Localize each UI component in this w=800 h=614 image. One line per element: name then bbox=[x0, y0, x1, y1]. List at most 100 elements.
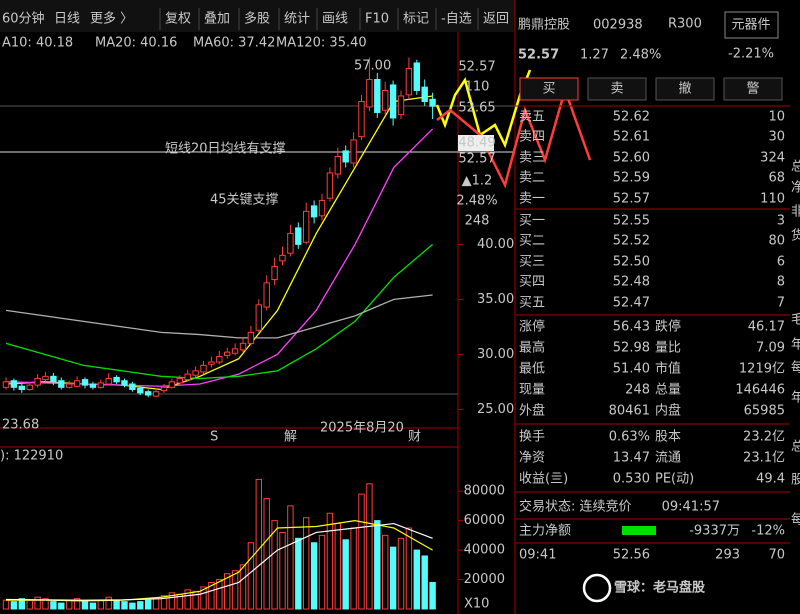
candle-body bbox=[105, 378, 112, 385]
high-label: 57.00 bbox=[354, 59, 391, 74]
volume-bar bbox=[208, 581, 215, 610]
volume-bar bbox=[295, 537, 302, 610]
toolbar-tab[interactable]: 60分钟 bbox=[2, 11, 45, 27]
toolbar-tab[interactable]: 叠加 bbox=[204, 12, 230, 27]
y-tick-label: 40.00 bbox=[477, 237, 514, 252]
volume-bar bbox=[342, 539, 349, 610]
trade-button[interactable] bbox=[655, 77, 715, 101]
candle-body bbox=[350, 139, 357, 164]
toolbar-tab[interactable]: 画线 bbox=[322, 12, 348, 27]
volume-bar bbox=[429, 581, 436, 610]
stat-label: PE(动) bbox=[655, 472, 694, 487]
event-marker: S bbox=[210, 430, 218, 445]
volume-bar bbox=[184, 589, 191, 610]
volume-bar bbox=[89, 602, 97, 610]
candle-body bbox=[10, 380, 18, 388]
candle-body bbox=[374, 78, 381, 113]
toolbar-tab[interactable]: 更多 〉 bbox=[90, 11, 133, 27]
volume-bar bbox=[34, 596, 41, 610]
stat-label: 流通 bbox=[655, 451, 681, 466]
cut-label: 毛 bbox=[791, 313, 800, 328]
candle-body bbox=[247, 331, 255, 344]
candle-body bbox=[121, 380, 128, 386]
volume-bar bbox=[397, 537, 405, 610]
event-marker: 财 bbox=[408, 430, 421, 445]
toolbar-tab[interactable]: -自选 bbox=[441, 12, 472, 27]
volume-bar bbox=[73, 598, 81, 610]
trade-button[interactable] bbox=[587, 77, 647, 101]
cut-label: 每 bbox=[791, 512, 800, 528]
cut-label: 股 bbox=[791, 473, 800, 488]
volume-bar bbox=[303, 517, 310, 610]
volume-bar bbox=[2, 599, 10, 610]
stat-label: 涨停 bbox=[519, 319, 545, 335]
book-level: 买四 bbox=[519, 275, 545, 290]
volume-bar bbox=[168, 592, 176, 610]
toolbar-tab[interactable]: 返回 bbox=[483, 12, 509, 27]
candle-body bbox=[405, 67, 413, 96]
volume-bar bbox=[224, 573, 231, 610]
trade-button-label[interactable]: 警 bbox=[746, 81, 759, 97]
trade-button[interactable] bbox=[723, 77, 783, 101]
stat-value: 1219亿 bbox=[739, 362, 785, 377]
volume-bar bbox=[145, 599, 152, 610]
volume-bar bbox=[105, 596, 112, 610]
stat-value: 13.47 bbox=[613, 451, 650, 466]
book-volume: 324 bbox=[760, 151, 785, 166]
candle-body bbox=[287, 232, 294, 254]
trade-button-label[interactable]: 买 bbox=[542, 82, 555, 97]
book-volume: 110 bbox=[760, 192, 785, 207]
annotation: 2025年8月20 bbox=[320, 421, 404, 436]
last-price: 52.57 bbox=[518, 48, 559, 63]
candle-body bbox=[231, 348, 239, 354]
volume-bar bbox=[287, 505, 294, 610]
ma-line bbox=[5, 243, 434, 380]
volume-bar bbox=[42, 598, 49, 610]
toolbar-tab[interactable]: 标记 bbox=[403, 12, 429, 27]
candle-body bbox=[358, 100, 365, 138]
book-level: 卖三 bbox=[519, 151, 545, 166]
main-flow-label: 主力净额 bbox=[519, 524, 571, 539]
sector-name[interactable]: 元器件 bbox=[731, 18, 770, 33]
book-volume: 80 bbox=[768, 234, 785, 249]
main-flow-pct: -12% bbox=[751, 524, 785, 539]
toolbar-tab[interactable]: 复权 bbox=[165, 11, 191, 27]
stat-value: 0.530 bbox=[613, 472, 650, 487]
stat-label: 量比 bbox=[655, 341, 681, 356]
book-price: 52.55 bbox=[613, 214, 650, 229]
candle-body bbox=[137, 387, 144, 394]
volume-bar bbox=[66, 599, 73, 610]
stat-value: 46.17 bbox=[748, 320, 785, 335]
toolbar-tab[interactable]: 多股 bbox=[244, 11, 270, 27]
volume-bar bbox=[374, 520, 381, 610]
ma-legend: MA20: 40.16 bbox=[95, 36, 177, 51]
book-volume: 6 bbox=[777, 255, 785, 270]
annotation: 短线20日均线有支撑 bbox=[165, 142, 286, 157]
y-tick-label: 25.00 bbox=[477, 402, 514, 417]
book-level: 卖四 bbox=[519, 130, 545, 145]
volume-bar bbox=[216, 579, 223, 610]
volume-bar bbox=[263, 498, 270, 610]
book-level: 卖五 bbox=[519, 110, 545, 125]
volume-bar bbox=[421, 555, 428, 610]
volume-bar bbox=[97, 599, 104, 610]
price-tag: 52.65 bbox=[458, 101, 495, 116]
tick-volume: 293 bbox=[715, 548, 740, 563]
volume-bar bbox=[366, 483, 373, 610]
toolbar-tab[interactable]: 统计 bbox=[284, 12, 310, 27]
stat-value: 0.63% bbox=[609, 430, 650, 445]
low-label: 23.68 bbox=[2, 418, 39, 433]
ma-legend: MA60: 37.42 bbox=[193, 36, 275, 51]
trade-button[interactable] bbox=[519, 77, 579, 101]
book-price: 52.62 bbox=[613, 110, 650, 125]
volume-label: ): 122910 bbox=[0, 449, 63, 464]
event-marker: 解 bbox=[284, 430, 297, 445]
book-level: 买五 bbox=[519, 296, 545, 311]
toolbar-tab[interactable]: F10 bbox=[365, 12, 389, 27]
candle-body bbox=[382, 89, 389, 111]
trade-button-label[interactable]: 撤 bbox=[678, 81, 691, 97]
toolbar-tab[interactable]: 日线 bbox=[54, 12, 80, 27]
trade-button-label[interactable]: 卖 bbox=[610, 82, 623, 97]
candle-body bbox=[389, 84, 397, 119]
stat-label: 净资 bbox=[519, 451, 545, 466]
